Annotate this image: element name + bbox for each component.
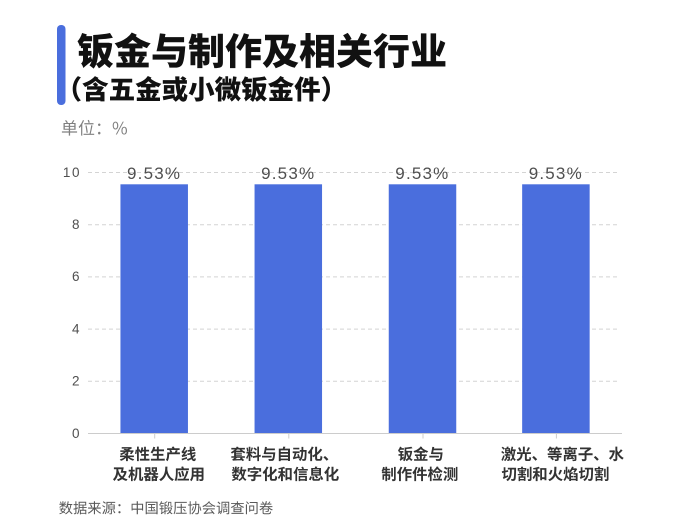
svg-text:10: 10 xyxy=(63,165,80,180)
svg-text:8: 8 xyxy=(72,217,80,232)
svg-text:4: 4 xyxy=(72,321,80,336)
svg-text:6: 6 xyxy=(72,269,80,284)
svg-text:9.53%: 9.53% xyxy=(529,164,582,183)
svg-text:9.53%: 9.53% xyxy=(127,164,180,183)
svg-text:2: 2 xyxy=(72,374,80,389)
svg-text:0: 0 xyxy=(72,426,80,441)
svg-text:9.53%: 9.53% xyxy=(261,164,314,183)
svg-text:9.53%: 9.53% xyxy=(395,164,448,183)
